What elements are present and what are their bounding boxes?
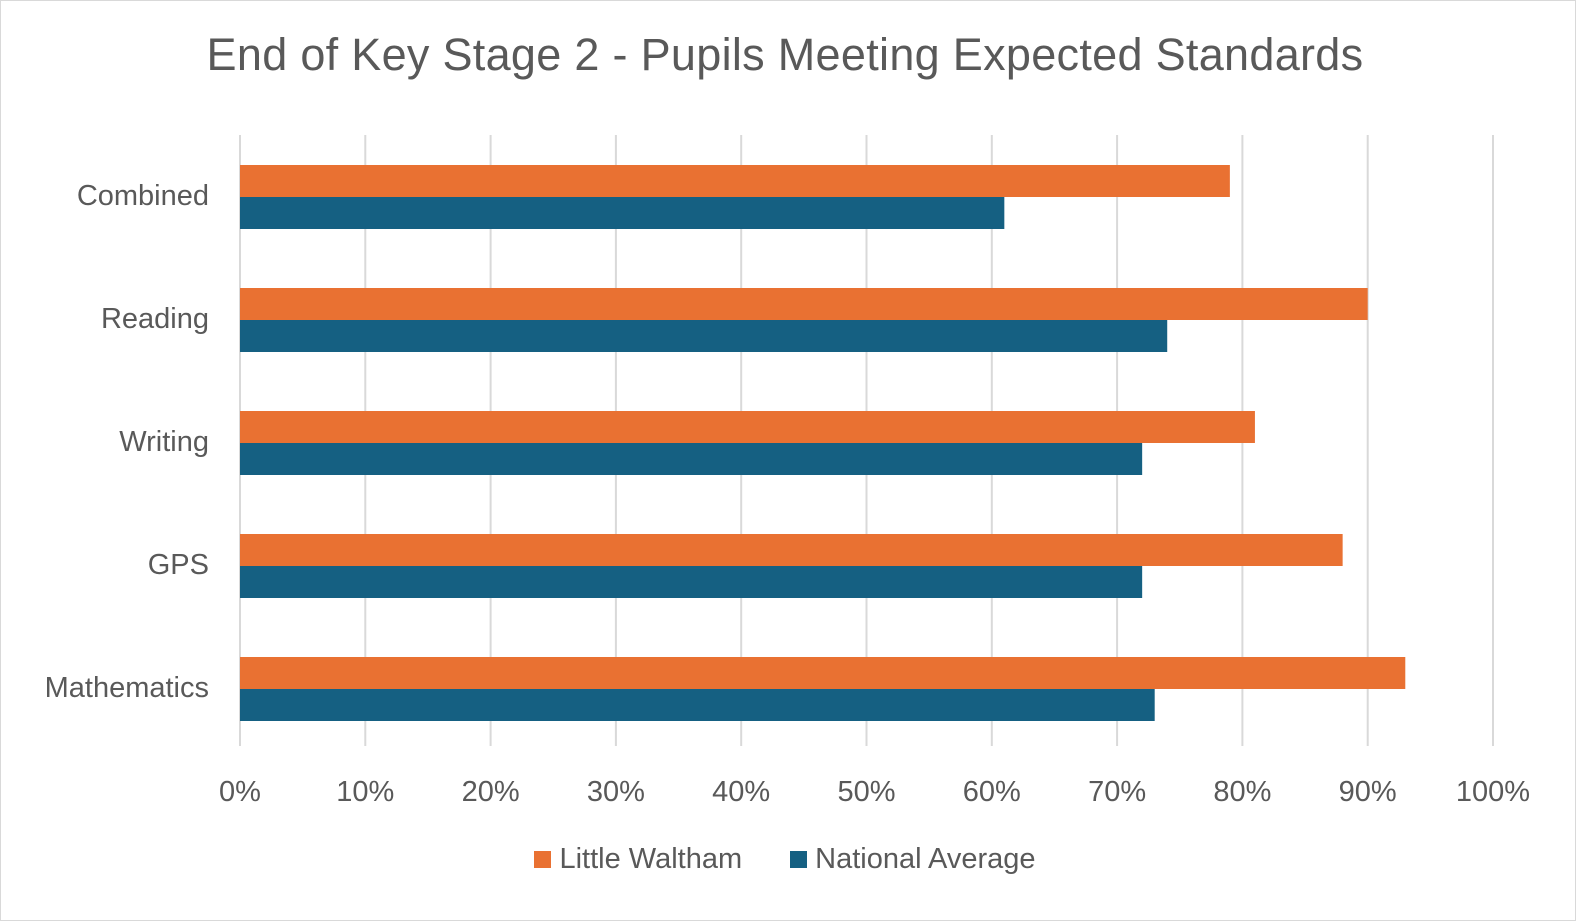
x-tick-label: 10%: [336, 776, 394, 808]
bar-little-waltham-mathematics: [240, 657, 1406, 689]
x-tick-label: 30%: [587, 776, 645, 808]
bar-little-waltham-gps: [240, 534, 1343, 566]
legend-swatch-national-average: [790, 851, 808, 868]
legend-item-national-average: National Average: [790, 843, 1036, 876]
bar-national-average-reading: [240, 320, 1168, 352]
x-tick-label: 90%: [1339, 776, 1397, 808]
bar-little-waltham-writing: [240, 411, 1255, 443]
x-tick-label: 0%: [219, 776, 261, 808]
x-tick-label: 100%: [1456, 776, 1530, 808]
legend-item-little-waltham: Little Waltham: [534, 843, 742, 876]
category-label: Mathematics: [45, 672, 209, 704]
category-label: Reading: [101, 303, 209, 335]
x-tick-label: 50%: [837, 776, 895, 808]
x-tick-label: 80%: [1213, 776, 1271, 808]
category-label: Writing: [119, 426, 209, 458]
legend-swatch-little-waltham: [534, 851, 552, 868]
x-tick-label: 20%: [462, 776, 520, 808]
x-tick-label: 70%: [1088, 776, 1146, 808]
category-label: GPS: [148, 549, 209, 581]
bar-little-waltham-combined: [240, 165, 1230, 197]
chart-title: End of Key Stage 2 - Pupils Meeting Expe…: [206, 29, 1364, 80]
x-tick-label: 60%: [963, 776, 1021, 808]
x-tick-label: 40%: [712, 776, 770, 808]
legend-label-little-waltham: Little Waltham: [559, 843, 743, 875]
bar-national-average-writing: [240, 443, 1143, 475]
legend-label-national-average: National Average: [815, 843, 1036, 875]
category-label: Combined: [77, 180, 209, 212]
bar-national-average-gps: [240, 566, 1143, 598]
bar-national-average-combined: [240, 197, 1005, 229]
bar-national-average-mathematics: [240, 689, 1155, 721]
chart-legend: Little Waltham National Average: [1, 843, 1569, 876]
bar-little-waltham-reading: [240, 288, 1368, 320]
